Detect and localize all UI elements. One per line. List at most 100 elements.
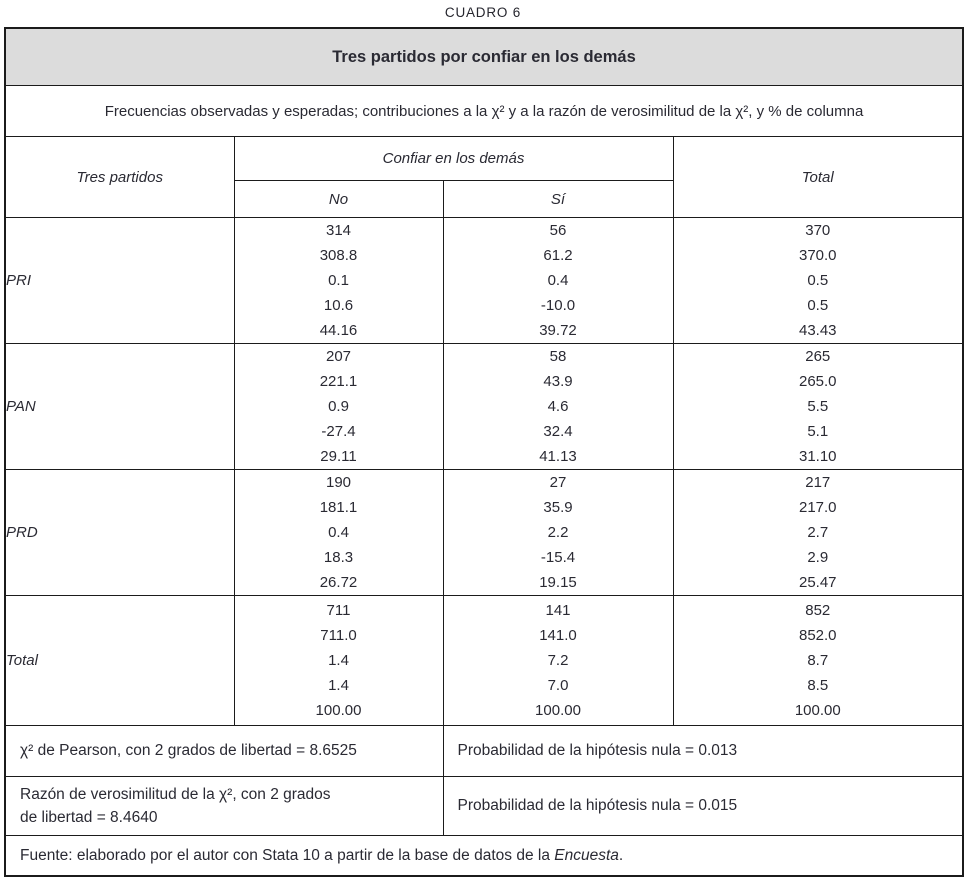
value: 0.4 bbox=[328, 524, 349, 541]
value: 181.1 bbox=[319, 499, 358, 516]
value: 141.0 bbox=[539, 627, 577, 644]
likelihood-ratio-statistic: Razón de verosimilitud de la χ², con 2 g… bbox=[4, 776, 444, 836]
stats-row-pearson: χ² de Pearson, con 2 grados de libertad … bbox=[4, 725, 964, 777]
value: 29.11 bbox=[320, 448, 357, 465]
value: 852 bbox=[805, 602, 831, 619]
value: 43.9 bbox=[543, 373, 573, 390]
value: 100.00 bbox=[535, 702, 581, 719]
source-italic: Encuesta bbox=[554, 846, 619, 864]
likelihood-ratio-line1: Razón de verosimilitud de la χ², con 2 g… bbox=[20, 786, 331, 803]
value: 852.0 bbox=[798, 627, 837, 644]
cell-prd-si: 27 35.9 2.2 -15.4 19.15 bbox=[442, 469, 674, 596]
value: 1.4 bbox=[328, 652, 349, 669]
value: 265.0 bbox=[798, 373, 837, 390]
value: 32.4 bbox=[543, 423, 573, 440]
table-title: Tres partidos por confiar en los demás bbox=[4, 27, 964, 86]
header-row-dim: Tres partidos bbox=[4, 136, 235, 218]
value: -27.4 bbox=[321, 423, 356, 440]
value: 10.6 bbox=[323, 297, 354, 314]
pearson-chi2-statistic: χ² de Pearson, con 2 grados de libertad … bbox=[4, 725, 444, 777]
cell-total-si: 141 141.0 7.2 7.0 100.00 bbox=[442, 595, 674, 726]
value: 100.00 bbox=[315, 702, 362, 719]
value: 43.43 bbox=[798, 322, 837, 339]
row-label-prd: PRD bbox=[4, 469, 235, 596]
value: 221.1 bbox=[319, 373, 358, 390]
table-row-prd: PRD 190 181.1 0.4 18.3 26.72 27 35.9 2.2… bbox=[4, 469, 964, 596]
value: 190 bbox=[325, 474, 352, 491]
value: 5.5 bbox=[807, 398, 829, 415]
value: 370 bbox=[805, 222, 831, 239]
value: 0.5 bbox=[807, 297, 829, 314]
stats-row-likelihood-ratio: Razón de verosimilitud de la χ², con 2 g… bbox=[4, 776, 964, 836]
value: 2.9 bbox=[807, 549, 829, 566]
value: 5.1 bbox=[807, 423, 829, 440]
likelihood-ratio-p-value: Probabilidad de la hipótesis nula = 0.01… bbox=[442, 776, 964, 836]
likelihood-ratio-line2: de libertad = 8.4640 bbox=[20, 809, 158, 826]
value: 370.0 bbox=[798, 247, 837, 264]
value: 2.2 bbox=[547, 524, 569, 541]
cell-pan-no: 207 221.1 0.9 -27.4 29.11 bbox=[233, 343, 444, 470]
value: 0.5 bbox=[807, 272, 829, 289]
header-row-cols: No Sí bbox=[5, 180, 963, 218]
cell-total-no: 711 711.0 1.4 1.4 100.00 bbox=[233, 595, 444, 726]
cell-prd-no: 190 181.1 0.4 18.3 26.72 bbox=[233, 469, 444, 596]
header-row-group: Tres partidos Confiar en los demás Total bbox=[4, 136, 964, 218]
header-col-si: Sí bbox=[442, 180, 674, 218]
value: 100.00 bbox=[794, 702, 841, 719]
value: 2.7 bbox=[807, 524, 829, 541]
cuadro-6-table: Tres partidos por confiar en los demás F… bbox=[4, 27, 965, 877]
value: -10.0 bbox=[540, 297, 576, 314]
value: 314 bbox=[325, 222, 352, 239]
table-row-pri: PRI 314 308.8 0.1 10.6 44.16 56 61.2 0.4… bbox=[4, 217, 964, 344]
value: 31.10 bbox=[798, 448, 837, 465]
value: 35.9 bbox=[543, 499, 573, 516]
value: 8.5 bbox=[807, 677, 829, 694]
table-subtitle: Frecuencias observadas y esperadas; cont… bbox=[4, 85, 964, 137]
value: 8.7 bbox=[807, 652, 829, 669]
value: 19.15 bbox=[539, 574, 577, 591]
value: 25.47 bbox=[798, 574, 837, 591]
value: 265 bbox=[805, 348, 831, 365]
value: 711 bbox=[326, 602, 351, 619]
value: -15.4 bbox=[540, 549, 576, 566]
value: 711.0 bbox=[320, 627, 357, 644]
value: 0.9 bbox=[328, 398, 349, 415]
value: 141 bbox=[545, 602, 571, 619]
cell-pan-si: 58 43.9 4.6 32.4 41.13 bbox=[442, 343, 674, 470]
value: 26.72 bbox=[319, 574, 358, 591]
cell-pri-si: 56 61.2 0.4 -10.0 39.72 bbox=[442, 217, 674, 344]
value: 44.16 bbox=[319, 322, 358, 339]
header-col-no: No bbox=[233, 180, 444, 218]
value: 4.6 bbox=[547, 398, 569, 415]
value: 18.3 bbox=[323, 549, 354, 566]
value: 217.0 bbox=[798, 499, 837, 516]
value: 1.4 bbox=[328, 677, 349, 694]
source-row: Fuente: elaborado por el autor con Stata… bbox=[4, 835, 964, 877]
cell-pan-total: 265 265.0 5.5 5.1 31.10 bbox=[672, 343, 964, 470]
cell-prd-total: 217 217.0 2.7 2.9 25.47 bbox=[672, 469, 964, 596]
header-total: Total bbox=[672, 136, 964, 218]
value: 39.72 bbox=[539, 322, 577, 339]
value: 0.1 bbox=[328, 272, 349, 289]
value: 41.13 bbox=[539, 448, 577, 465]
table-title-row: Tres partidos por confiar en los demás bbox=[4, 27, 964, 86]
cell-pri-total: 370 370.0 0.5 0.5 43.43 bbox=[672, 217, 964, 344]
value: 61.2 bbox=[543, 247, 573, 264]
value: 0.4 bbox=[547, 272, 569, 289]
source-note: Fuente: elaborado por el autor con Stata… bbox=[4, 835, 964, 877]
source-suffix: . bbox=[618, 846, 624, 864]
table-subtitle-row: Frecuencias observadas y esperadas; cont… bbox=[4, 85, 964, 137]
cell-total-total: 852 852.0 8.7 8.5 100.00 bbox=[672, 595, 964, 726]
value: 7.2 bbox=[547, 652, 569, 669]
value: 217 bbox=[805, 474, 831, 491]
row-label-pan: PAN bbox=[4, 343, 235, 470]
pearson-p-value: Probabilidad de la hipótesis nula = 0.01… bbox=[442, 725, 964, 777]
value: 58 bbox=[549, 348, 567, 365]
table-row-total: Total 711 711.0 1.4 1.4 100.00 141 141.0… bbox=[4, 595, 964, 726]
table-row-pan: PAN 207 221.1 0.9 -27.4 29.11 58 43.9 4.… bbox=[4, 343, 964, 470]
value: 207 bbox=[325, 348, 352, 365]
table-caption: CUADRO 6 bbox=[444, 5, 522, 20]
source-prefix: Fuente: elaborado por el autor con Stata… bbox=[20, 846, 555, 864]
cell-pri-no: 314 308.8 0.1 10.6 44.16 bbox=[233, 217, 444, 344]
